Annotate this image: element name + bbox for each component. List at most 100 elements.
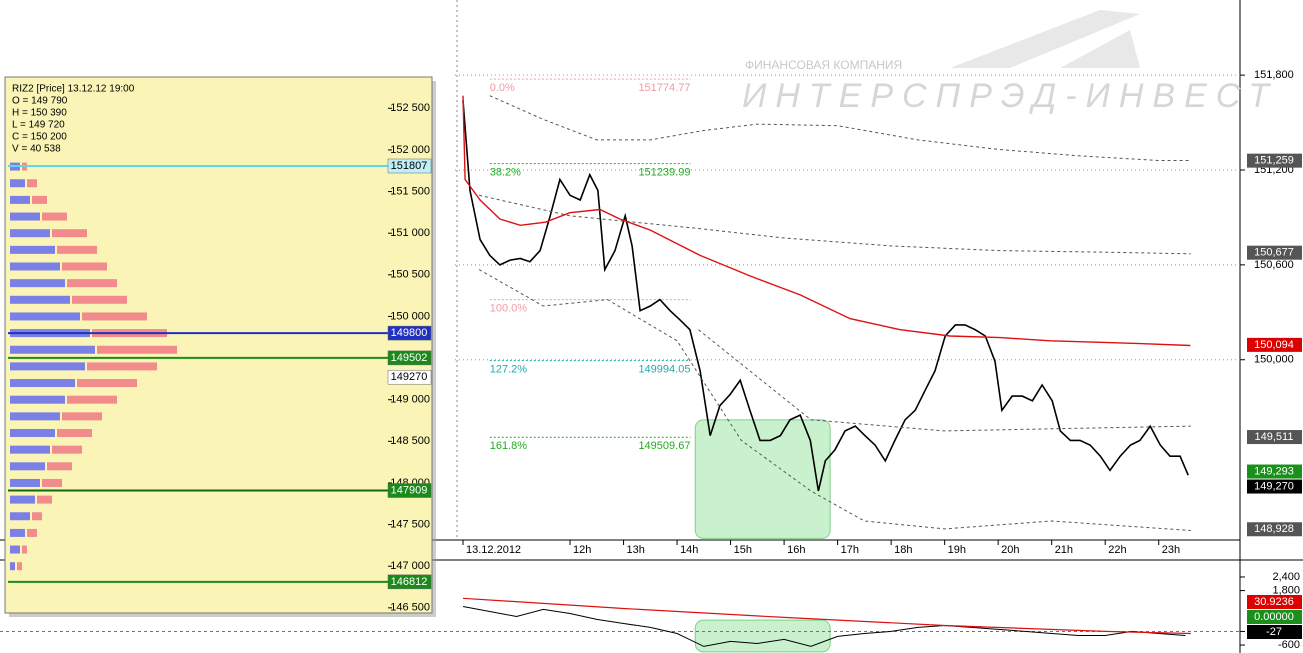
- y-tick-label: 2,400: [1272, 571, 1300, 583]
- x-tick-label: 13h: [627, 544, 645, 556]
- y-tick-label: 150 500: [390, 269, 430, 281]
- price-tag: [1247, 522, 1302, 537]
- level-tag-label: 149270: [391, 371, 428, 383]
- level-tag-label: 149800: [391, 327, 428, 339]
- price-tag-label: 149,293: [1254, 465, 1294, 477]
- price-tag: [1247, 430, 1302, 445]
- y-tick-label: 148 500: [390, 435, 430, 447]
- profile-bar: [10, 429, 55, 438]
- level-tag: [387, 350, 432, 366]
- x-tick-label: 19h: [948, 544, 966, 556]
- profile-bar: [82, 312, 147, 321]
- price-tag-label: 149,511: [1255, 431, 1294, 443]
- profile-bar: [62, 412, 102, 421]
- y-tick-label: 152 000: [390, 144, 430, 156]
- fib-price: 149994.05: [638, 364, 690, 376]
- highlight-zone: [694, 419, 831, 539]
- level-tag: [387, 483, 432, 498]
- profile-bar: [62, 262, 107, 271]
- price-tag-label: 148,928: [1254, 523, 1294, 535]
- ohlcv-line: O = 149 790: [12, 96, 68, 107]
- profile-bar: [10, 478, 40, 487]
- profile-bar: [10, 512, 30, 521]
- level-tag-label: 149502: [391, 352, 428, 364]
- profile-bar: [27, 528, 37, 537]
- profile-bar: [97, 345, 177, 354]
- profile-bar: [42, 478, 62, 487]
- level-tag: [387, 574, 432, 590]
- profile-bar: [67, 279, 117, 288]
- price-line: [698, 329, 1191, 432]
- fib-label: 161.8%: [490, 440, 528, 452]
- fib-label: 38.2%: [490, 167, 521, 179]
- x-tick-label: 15h: [734, 544, 752, 556]
- fib-label: 0.0%: [490, 82, 515, 94]
- profile-bar: [87, 362, 157, 371]
- profile-bar: [10, 295, 70, 304]
- x-tick-label: 20h: [1001, 544, 1019, 556]
- profile-bar: [47, 462, 72, 471]
- x-tick-label: 23h: [1162, 544, 1180, 556]
- price-line: [462, 606, 1186, 647]
- price-line: [478, 269, 1191, 531]
- profile-bar: [37, 495, 52, 504]
- indicator-tag-label: 0.00000: [1254, 611, 1294, 623]
- price-line: [478, 194, 1191, 255]
- profile-bar: [42, 212, 67, 221]
- profile-bar: [10, 212, 40, 221]
- profile-bar: [52, 445, 82, 454]
- x-tick-label: 17h: [841, 544, 859, 556]
- profile-bar: [17, 562, 22, 571]
- profile-bar: [52, 229, 87, 238]
- y-tick-label: 151,800: [1254, 69, 1294, 81]
- y-tick-label: 1,800: [1272, 584, 1300, 596]
- fib-label: 127.2%: [490, 364, 528, 376]
- y-tick-label: 152 500: [390, 102, 430, 114]
- y-tick-label: 147 000: [390, 560, 430, 572]
- profile-bar: [10, 345, 95, 354]
- indicator-tag: [1247, 595, 1302, 609]
- profile-bar: [10, 179, 25, 188]
- x-tick-label: 13.12.2012: [466, 544, 521, 556]
- profile-bar: [72, 295, 127, 304]
- level-tag-label: 151807: [391, 160, 428, 172]
- profile-bar: [10, 395, 65, 404]
- x-tick-label: 18h: [894, 544, 912, 556]
- fib-price: 149509.67: [638, 440, 690, 452]
- profile-bar: [77, 379, 137, 388]
- ohlcv-line: V = 40 538: [12, 144, 61, 155]
- level-tag: [387, 369, 432, 385]
- y-tick-label: 150,600: [1254, 259, 1294, 271]
- level-tag: [387, 325, 432, 341]
- indicator-tag: [1247, 625, 1302, 639]
- profile-bar: [27, 179, 37, 188]
- indicator-tag-label: 30.9236: [1254, 596, 1294, 608]
- y-tick-label: 146 500: [390, 602, 430, 614]
- profile-bar: [22, 545, 27, 554]
- ohlcv-line: L = 149 720: [12, 120, 65, 131]
- x-tick-label: 14h: [680, 544, 698, 556]
- profile-bar: [10, 379, 75, 388]
- profile-bar: [10, 279, 65, 288]
- profile-bar: [10, 562, 15, 571]
- watermark-title: ИНТЕРСПРЭД-ИНВЕСТ: [742, 77, 1278, 115]
- indicator-tag: [1247, 610, 1302, 624]
- y-tick-label: 150 000: [390, 310, 430, 322]
- y-tick-label: 151 500: [390, 185, 430, 197]
- price-line: [462, 597, 1191, 635]
- price-tag: [1247, 245, 1302, 260]
- watermark-logo: [950, 10, 1140, 68]
- x-tick-label: 16h: [787, 544, 805, 556]
- price-tag: [1247, 464, 1302, 479]
- y-tick-label: -600: [1278, 639, 1300, 651]
- x-tick-label: 22h: [1108, 544, 1126, 556]
- y-tick-label: 149 000: [390, 394, 430, 406]
- window-title: RIZ2 [Price] 13.12.12 19:00: [12, 84, 135, 95]
- watermark-subtitle: ФИНАНСОВАЯ КОМПАНИЯ: [745, 58, 902, 72]
- profile-bar: [32, 195, 47, 204]
- profile-bar: [10, 412, 60, 421]
- window-frame: [4, 76, 433, 614]
